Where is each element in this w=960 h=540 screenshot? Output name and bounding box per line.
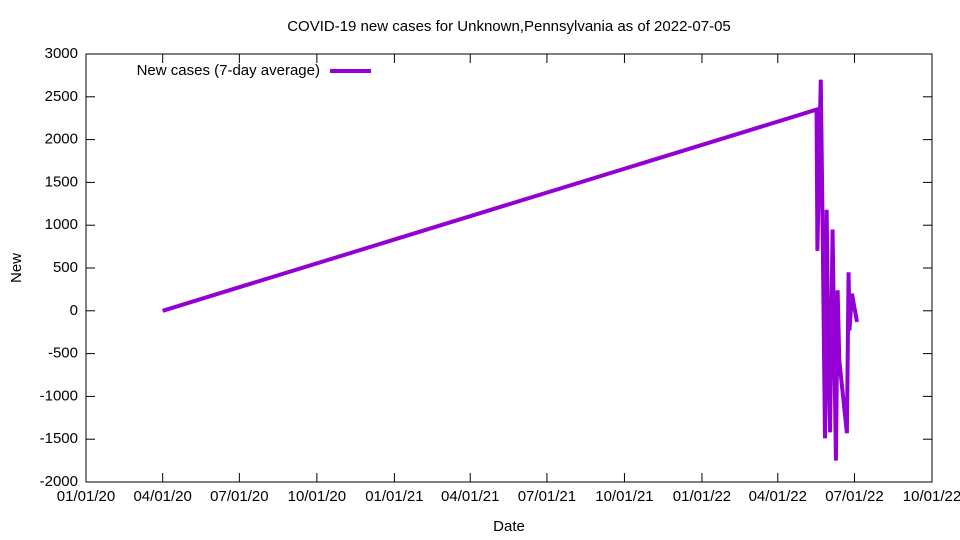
x-tick-label: 10/01/20: [288, 488, 346, 505]
y-tick-label: 2500: [45, 88, 78, 105]
x-tick-label: 01/01/22: [673, 488, 731, 505]
y-tick-label: 3000: [45, 45, 78, 62]
y-tick-label: -2000: [40, 473, 78, 490]
plot-frame: [85, 53, 933, 483]
x-axis-label: Date: [493, 518, 525, 535]
data-line: [162, 79, 859, 461]
x-tick-label: 07/01/21: [518, 488, 576, 505]
y-tick-label: 500: [53, 259, 78, 276]
y-tick-label: 2000: [45, 131, 78, 148]
x-tick-label: 07/01/22: [825, 488, 883, 505]
y-tick-label: 1500: [45, 173, 78, 190]
y-tick-label: 1000: [45, 216, 78, 233]
x-tick-label: 04/01/22: [749, 488, 807, 505]
y-tick-label: -1000: [40, 387, 78, 404]
x-tick-label: 07/01/20: [210, 488, 268, 505]
x-tick-label: 10/01/21: [595, 488, 653, 505]
y-tick-label: -1500: [40, 430, 78, 447]
x-tick-label: 04/01/20: [133, 488, 191, 505]
x-tick-label: 10/01/22: [903, 488, 960, 505]
legend-label: New cases (7-day average): [137, 62, 320, 79]
chart-title: COVID-19 new cases for Unknown,Pennsylva…: [287, 18, 731, 35]
y-tick-label: -500: [48, 345, 78, 362]
x-tick-label: 01/01/21: [365, 488, 423, 505]
y-axis-label: New: [8, 253, 25, 283]
x-tick-label: 01/01/20: [57, 488, 115, 505]
x-tick-label: 04/01/21: [441, 488, 499, 505]
y-tick-label: 0: [70, 302, 78, 319]
